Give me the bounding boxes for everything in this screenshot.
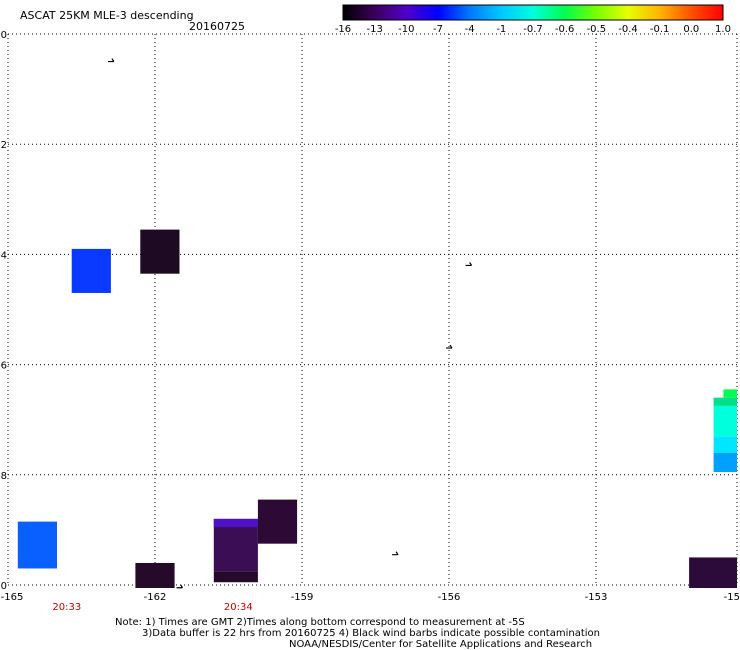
data-cell bbox=[213, 518, 258, 528]
chart-date: 20160725 bbox=[189, 20, 245, 33]
wind-barb bbox=[465, 262, 473, 267]
data-cell bbox=[689, 557, 737, 588]
x-tick-label: -165 bbox=[1, 592, 24, 603]
chart-title: ASCAT 25KM MLE-3 descending bbox=[20, 9, 194, 22]
wind-barb bbox=[392, 551, 399, 556]
wind-barb-mark bbox=[107, 58, 115, 63]
time-labels: 20:33 20:34 bbox=[52, 602, 252, 613]
x-tick-label: -153 bbox=[585, 592, 608, 603]
colorbar-label: -16 bbox=[335, 24, 351, 35]
note-line-2: 3)Data buffer is 22 hrs from 20160725 4)… bbox=[142, 628, 600, 639]
data-cell bbox=[135, 562, 175, 588]
wind-barb-mark bbox=[446, 344, 453, 349]
y-tick-label: -10 bbox=[0, 581, 7, 592]
grid-lines bbox=[7, 33, 738, 586]
colorbar-label: 1.0 bbox=[715, 24, 731, 35]
time-label: 20:33 bbox=[52, 602, 81, 613]
data-cell bbox=[723, 389, 737, 398]
wind-barb-mark bbox=[176, 584, 183, 589]
data-cells bbox=[17, 229, 737, 588]
wind-barb bbox=[176, 584, 183, 589]
y-tick-label: -4 bbox=[0, 250, 7, 261]
data-cell bbox=[213, 571, 258, 583]
x-tick-label: -159 bbox=[291, 592, 314, 603]
colorbar-label: -7 bbox=[433, 24, 443, 35]
data-cell bbox=[17, 521, 57, 569]
y-axis: 0 -2 -4 -6 -8 -10 bbox=[0, 30, 7, 592]
data-cell bbox=[713, 436, 737, 453]
colorbar-label: -10 bbox=[398, 24, 414, 35]
colorbar-label: -0.4 bbox=[618, 24, 638, 35]
data-cell bbox=[257, 499, 298, 544]
data-cell bbox=[140, 229, 180, 274]
colorbar-gradient bbox=[342, 4, 724, 21]
time-label: 20:34 bbox=[224, 602, 253, 613]
x-tick-label: -162 bbox=[144, 592, 167, 603]
y-tick-label: 0 bbox=[1, 30, 7, 41]
note-line-1: Note: 1) Times are GMT 2)Times along bot… bbox=[115, 617, 525, 628]
colorbar-label: -0.6 bbox=[555, 24, 575, 35]
x-axis: -165 -162 -159 -156 -153 -15 bbox=[1, 592, 740, 603]
y-tick-label: -2 bbox=[0, 140, 7, 151]
y-tick-label: -8 bbox=[0, 471, 7, 482]
colorbar-label: -13 bbox=[366, 24, 382, 35]
wind-barb-mark bbox=[465, 262, 473, 267]
wind-barbs bbox=[107, 58, 473, 589]
wind-barb bbox=[446, 344, 453, 349]
x-tick-label: -156 bbox=[438, 592, 461, 603]
colorbar-label: -4 bbox=[465, 24, 475, 35]
wind-barb-mark bbox=[392, 551, 399, 556]
colorbar-label: -0.7 bbox=[523, 24, 543, 35]
data-cell bbox=[713, 405, 737, 437]
x-tick-label: -15 bbox=[724, 592, 740, 603]
data-cell bbox=[71, 248, 111, 293]
colorbar-label: -0.1 bbox=[650, 24, 670, 35]
wind-barb bbox=[107, 58, 115, 63]
data-cell bbox=[713, 452, 737, 473]
data-cell bbox=[713, 397, 737, 406]
data-cell bbox=[213, 518, 258, 572]
note-line-3: NOAA/NESDIS/Center for Satellite Applica… bbox=[289, 639, 592, 650]
colorbar-label: 0.0 bbox=[683, 24, 699, 35]
colorbar-label: -0.5 bbox=[587, 24, 607, 35]
colorbar: -16 -13 -10 -7 -4 -1 -0.7 -0.6 -0.5 -0.4 -0.1 0.0 1.… bbox=[335, 4, 731, 35]
colorbar-label: -1 bbox=[496, 24, 506, 35]
y-tick-label: -6 bbox=[0, 361, 7, 372]
